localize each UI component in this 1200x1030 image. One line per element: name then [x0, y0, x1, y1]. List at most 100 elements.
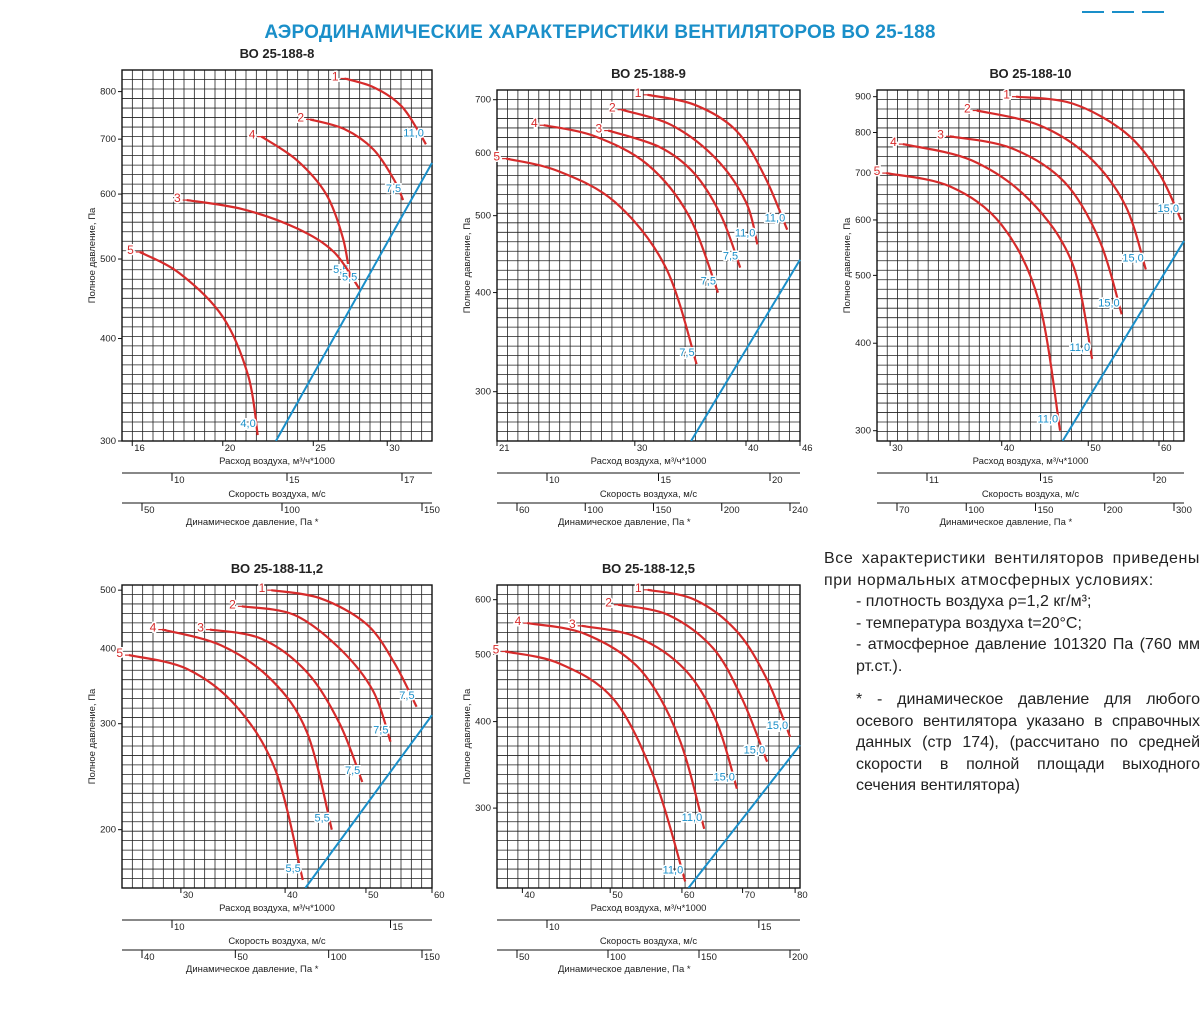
y-tick-label: 400	[475, 717, 491, 728]
curve-end-label: 11,0	[1070, 342, 1091, 354]
x-tick-label: 21	[499, 443, 510, 454]
dynamic-axis-label: Динамическое давление, Па *	[186, 964, 319, 975]
x-tick-label: 30	[389, 443, 400, 454]
dynamic-tick-label: 100	[610, 952, 626, 963]
curve-number-5: 5	[493, 643, 500, 657]
curve-number-1: 1	[259, 581, 266, 595]
y-tick-label: 600	[100, 189, 116, 200]
speed-tick-label: 11	[929, 475, 939, 486]
y-tick-label: 600	[855, 215, 871, 226]
boundary-line	[1061, 240, 1185, 441]
dynamic-tick-label: 50	[237, 952, 248, 963]
speed-axis-label: Скорость воздуха, м/с	[600, 936, 698, 947]
notes-intro: Все характеристики вентиляторов приведен…	[824, 550, 1200, 589]
curve-5	[505, 650, 687, 882]
curve-2	[617, 603, 769, 763]
curve-number-4: 4	[531, 116, 538, 130]
curve-4	[260, 135, 352, 282]
curve-number-2: 2	[297, 110, 304, 124]
curve-end-label: 7,5	[345, 765, 360, 777]
dynamic-tick-label: 100	[968, 505, 984, 516]
curve-number-1: 1	[635, 86, 642, 100]
curve-number-4: 4	[515, 614, 522, 628]
y-tick-label: 700	[100, 134, 116, 145]
curve-2	[976, 109, 1147, 270]
chart-3: ВО 25-188-10 300 400 500 600 700 800 900 Полное …	[842, 66, 1192, 528]
x-tick-label: 80	[797, 890, 808, 901]
notes-footnote: * - динамическое давление для любого осе…	[856, 691, 1200, 794]
x-axis-label: Расход воздуха, м³/ч*1000	[219, 903, 335, 914]
curve-end-label: 7,5	[679, 347, 694, 359]
dynamic-tick-label: 70	[899, 505, 910, 516]
speed-axis-label: Скорость воздуха, м/с	[982, 489, 1080, 500]
x-tick-label: 50	[368, 890, 379, 901]
curve-1	[271, 589, 418, 708]
y-tick-label: 300	[100, 436, 116, 447]
brand-logo	[1082, 0, 1192, 13]
plot-frame	[496, 89, 801, 442]
dynamic-axis-label: Динамическое давление, Па *	[186, 517, 319, 528]
curve-end-label: 15,0	[767, 720, 788, 732]
curve-number-5: 5	[127, 243, 134, 257]
curve-1	[1015, 95, 1182, 221]
speed-tick-label: 10	[549, 475, 560, 486]
curve-3	[607, 129, 742, 268]
y-tick-label: 800	[855, 127, 871, 138]
speed-tick-label: 15	[289, 475, 300, 486]
chart-4: ВО 25-188-11,2 200 300 400 500 Полное давлени…	[87, 561, 445, 975]
speed-tick-label: 20	[1156, 475, 1167, 486]
y-tick-label: 600	[475, 595, 491, 606]
curve-end-label: 7,5	[386, 183, 401, 195]
curve-number-1: 1	[635, 581, 642, 595]
curve-1	[344, 77, 427, 145]
speed-tick-label: 15	[661, 475, 672, 486]
chart-title: ВО 25-188-10	[989, 66, 1071, 81]
speed-tick-label: 15	[393, 922, 404, 933]
y-tick-label: 300	[855, 426, 871, 437]
x-axis-label: Расход воздуха, м³/ч*1000	[219, 456, 335, 467]
x-tick-label: 40	[524, 890, 535, 901]
x-tick-label: 60	[684, 890, 695, 901]
dynamic-tick-label: 100	[331, 952, 347, 963]
curve-number-4: 4	[890, 135, 897, 149]
curve-end-label: 7,5	[723, 251, 738, 263]
curve-5	[505, 157, 698, 365]
curve-number-3: 3	[937, 127, 944, 141]
curve-5	[886, 172, 1062, 431]
curve-3	[581, 624, 738, 790]
x-tick-label: 70	[745, 890, 756, 901]
curve-number-1: 1	[1003, 88, 1010, 102]
dynamic-tick-label: 240	[792, 505, 808, 516]
dynamic-tick-label: 150	[1038, 505, 1054, 516]
curve-end-label: 5,5	[285, 863, 300, 875]
chart-grid	[496, 584, 801, 889]
y-axis-label: Полное давление, Па	[462, 217, 473, 313]
curve-number-3: 3	[595, 122, 602, 136]
curve-end-label: 11,0	[1038, 414, 1059, 426]
curve-number-5: 5	[116, 646, 123, 660]
page-title: АЭРОДИНАМИЧЕСКИЕ ХАРАКТЕРИСТИКИ ВЕНТИЛЯТ…	[264, 22, 936, 43]
curve-end-label: 11,0	[735, 227, 756, 239]
dynamic-tick-label: 50	[519, 952, 530, 963]
dynamic-tick-label: 40	[144, 952, 155, 963]
curve-end-label: 5,5	[314, 813, 329, 825]
boundary-line	[275, 162, 433, 441]
curve-4	[162, 628, 333, 830]
speed-tick-label: 20	[772, 475, 783, 486]
curve-1	[647, 93, 789, 231]
curve-number-3: 3	[569, 617, 576, 631]
curve-end-label: 15,0	[1158, 203, 1179, 215]
chart-title: ВО 25-188-9	[611, 66, 686, 81]
dynamic-tick-label: 300	[1176, 505, 1192, 516]
x-tick-label: 40	[1004, 443, 1015, 454]
y-tick-label: 300	[475, 387, 491, 398]
y-axis-label: Полное давление, Па	[87, 688, 98, 784]
curve-number-2: 2	[605, 596, 612, 610]
curve-2	[621, 108, 759, 245]
notes-item-temperature: - температура воздуха t=20°С;	[856, 614, 1082, 632]
speed-tick-label: 10	[174, 922, 185, 933]
dynamic-axis-label: Динамическое давление, Па *	[940, 517, 1073, 528]
speed-tick-label: 17	[404, 475, 415, 486]
y-tick-label: 300	[100, 719, 116, 730]
plot-frame	[876, 89, 1185, 442]
